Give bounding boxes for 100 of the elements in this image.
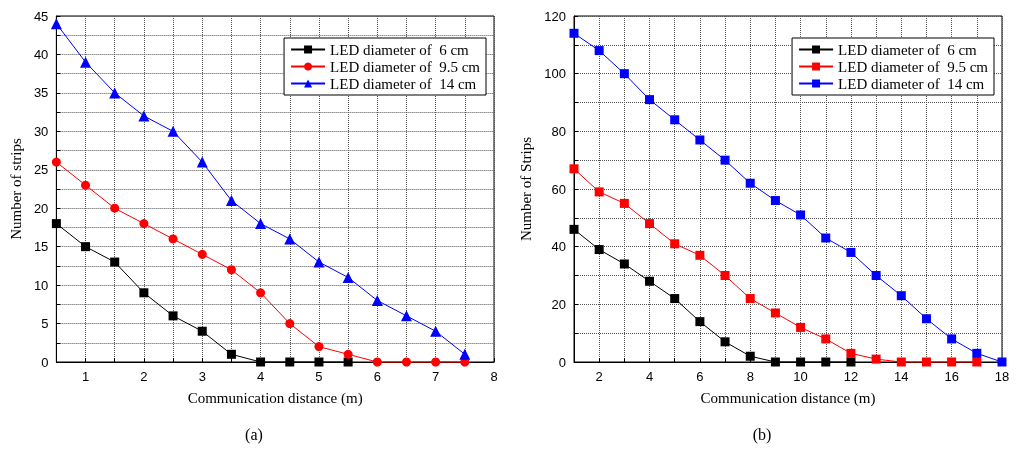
x-tick-label: 2 <box>595 369 603 384</box>
point <box>284 233 296 245</box>
x-tick-label: 8 <box>746 369 754 384</box>
point <box>167 125 179 137</box>
point <box>51 219 61 229</box>
x-tick-label: 6 <box>696 369 704 384</box>
point <box>197 326 207 336</box>
legend-label: LED diameter of 6 cm <box>838 41 978 58</box>
point <box>670 294 680 304</box>
point <box>670 115 680 125</box>
point <box>314 342 324 352</box>
point <box>645 219 655 229</box>
point <box>645 276 655 286</box>
x-tick-label: 4 <box>645 369 654 384</box>
point <box>168 234 178 244</box>
point <box>745 351 755 361</box>
point <box>695 135 705 145</box>
y-tick-label: 40 <box>551 239 566 255</box>
point <box>343 357 353 367</box>
point <box>594 245 604 255</box>
point <box>947 334 957 344</box>
point <box>285 319 295 329</box>
point <box>285 357 295 367</box>
point <box>226 265 236 275</box>
point <box>821 233 831 243</box>
point <box>921 314 931 324</box>
point <box>796 322 806 332</box>
x-tick-label: 2 <box>140 369 148 384</box>
y-tick-label: 15 <box>33 239 49 255</box>
point <box>619 259 629 269</box>
point <box>343 349 353 359</box>
point <box>168 311 178 321</box>
x-tick-label: 8 <box>490 369 498 384</box>
point <box>197 249 207 259</box>
point <box>51 157 61 167</box>
point <box>196 156 208 168</box>
x-tick-label: 10 <box>793 369 808 384</box>
y-tick-label: 0 <box>41 354 49 370</box>
point <box>670 239 680 249</box>
point <box>594 187 604 197</box>
y-tick-label: 10 <box>33 277 49 293</box>
point <box>401 357 411 367</box>
point <box>947 357 957 367</box>
x-tick-label: 7 <box>432 369 440 384</box>
point <box>921 357 931 367</box>
x-tick-label: 3 <box>198 369 206 384</box>
point <box>371 294 383 306</box>
point <box>821 357 831 367</box>
x-tick-label: 1 <box>81 369 90 384</box>
point <box>225 195 237 207</box>
x-axis-title: Communication distance (m) <box>700 389 876 407</box>
y-tick-label: 0 <box>558 354 566 370</box>
text: (a) <box>245 425 263 444</box>
x-tick-label: 12 <box>843 369 859 384</box>
legend-label: LED diameter of 6 cm <box>330 41 470 58</box>
point <box>720 155 730 165</box>
legend-label: LED diameter of 14 cm <box>838 75 985 92</box>
point <box>745 178 755 188</box>
point <box>569 224 579 234</box>
point <box>896 291 906 301</box>
point <box>997 357 1007 367</box>
y-tick-label: 20 <box>33 200 49 216</box>
point <box>138 110 150 122</box>
point <box>846 348 856 358</box>
point <box>110 203 120 213</box>
text: (b) <box>752 425 772 444</box>
point <box>81 180 91 190</box>
point <box>821 334 831 344</box>
x-tick-label: 14 <box>894 369 909 384</box>
point <box>770 308 780 318</box>
point <box>645 95 655 105</box>
point <box>314 357 324 367</box>
x-tick-label: 16 <box>944 369 959 384</box>
point <box>226 349 236 359</box>
point <box>110 257 120 267</box>
point <box>695 317 705 327</box>
y-axis-title: Number of Strips <box>517 136 534 242</box>
point <box>256 357 266 367</box>
point <box>745 294 755 304</box>
y-axis-title: Number of strips <box>7 138 24 240</box>
x-tick-label: 18 <box>994 369 1010 384</box>
y-tick-label: 100 <box>544 66 566 82</box>
x-tick-label: 6 <box>373 369 381 384</box>
point <box>619 69 629 79</box>
point <box>313 256 325 268</box>
point <box>431 357 441 367</box>
point <box>459 348 471 360</box>
y-tick-label: 25 <box>33 162 49 178</box>
point <box>871 354 881 364</box>
point <box>81 242 91 252</box>
y-tick-label: 120 <box>544 8 566 24</box>
x-axis-title: Communication distance (m) <box>187 389 363 407</box>
y-tick-label: 30 <box>33 123 49 139</box>
point <box>972 348 982 358</box>
point <box>796 210 806 220</box>
point <box>871 271 881 280</box>
point <box>896 357 906 367</box>
point <box>846 247 856 257</box>
point <box>720 337 730 347</box>
point <box>720 271 730 280</box>
